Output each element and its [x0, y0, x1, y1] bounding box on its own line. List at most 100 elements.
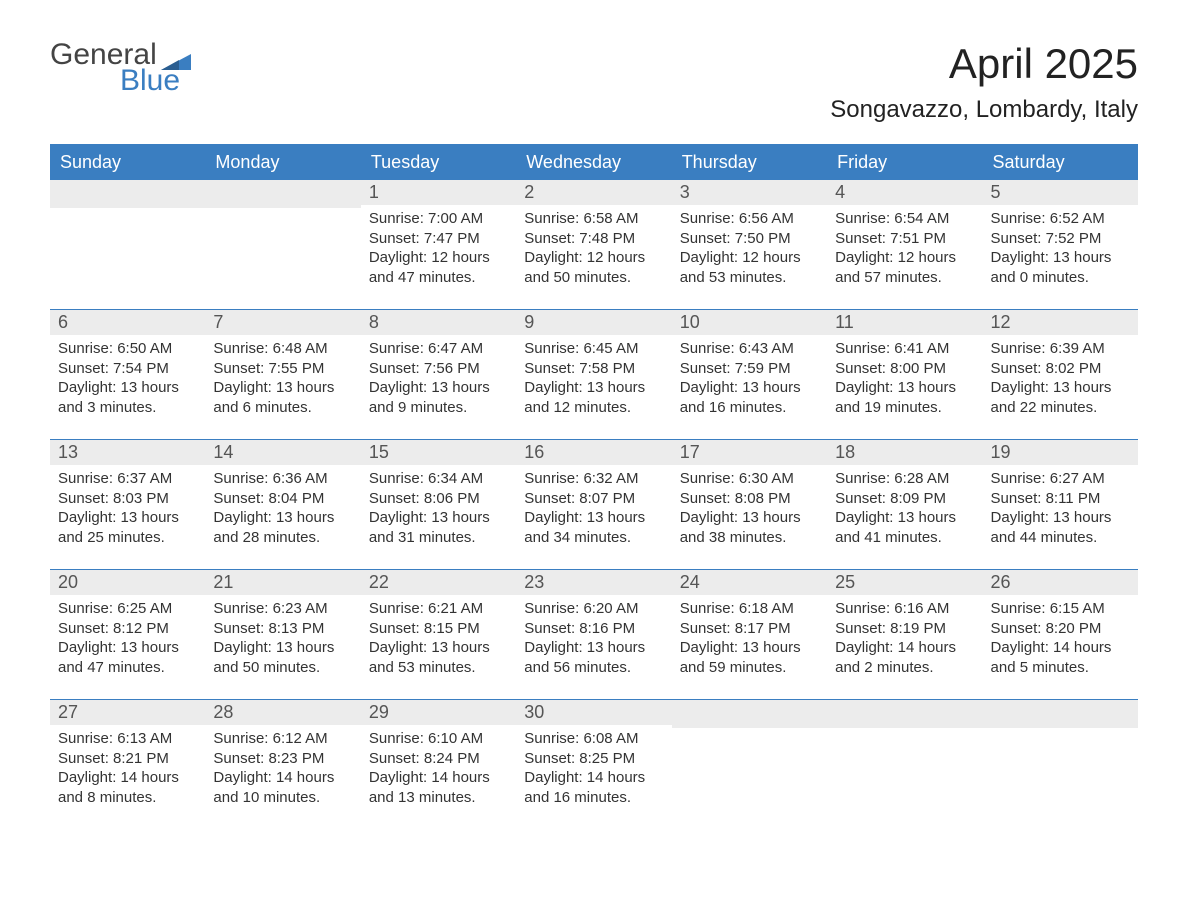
logo: General Blue — [50, 40, 191, 96]
calendar-week: 6Sunrise: 6:50 AMSunset: 7:54 PMDaylight… — [50, 310, 1138, 440]
day-body: Sunrise: 6:15 AMSunset: 8:20 PMDaylight:… — [983, 595, 1138, 699]
header: General Blue April 2025 Songavazzo, Lomb… — [50, 40, 1138, 124]
calendar-cell: 19Sunrise: 6:27 AMSunset: 8:11 PMDayligh… — [983, 440, 1138, 570]
calendar-cell: 11Sunrise: 6:41 AMSunset: 8:00 PMDayligh… — [827, 310, 982, 440]
day-body — [983, 728, 1138, 774]
calendar-cell: 16Sunrise: 6:32 AMSunset: 8:07 PMDayligh… — [516, 440, 671, 570]
day-number — [983, 700, 1138, 728]
day-number: 1 — [361, 180, 516, 205]
day-body: Sunrise: 6:56 AMSunset: 7:50 PMDaylight:… — [672, 205, 827, 309]
calendar-cell: 12Sunrise: 6:39 AMSunset: 8:02 PMDayligh… — [983, 310, 1138, 440]
calendar-cell: 9Sunrise: 6:45 AMSunset: 7:58 PMDaylight… — [516, 310, 671, 440]
calendar-cell: 30Sunrise: 6:08 AMSunset: 8:25 PMDayligh… — [516, 700, 671, 830]
day-number: 11 — [827, 310, 982, 335]
day-body: Sunrise: 6:10 AMSunset: 8:24 PMDaylight:… — [361, 725, 516, 829]
day-number: 29 — [361, 700, 516, 725]
day-body: Sunrise: 6:18 AMSunset: 8:17 PMDaylight:… — [672, 595, 827, 699]
calendar-cell: 28Sunrise: 6:12 AMSunset: 8:23 PMDayligh… — [205, 700, 360, 830]
day-body: Sunrise: 6:16 AMSunset: 8:19 PMDaylight:… — [827, 595, 982, 699]
calendar-cell: 29Sunrise: 6:10 AMSunset: 8:24 PMDayligh… — [361, 700, 516, 830]
calendar-cell: 8Sunrise: 6:47 AMSunset: 7:56 PMDaylight… — [361, 310, 516, 440]
day-body: Sunrise: 6:43 AMSunset: 7:59 PMDaylight:… — [672, 335, 827, 439]
day-number — [205, 180, 360, 208]
day-number: 13 — [50, 440, 205, 465]
day-body: Sunrise: 6:34 AMSunset: 8:06 PMDaylight:… — [361, 465, 516, 569]
day-body: Sunrise: 6:23 AMSunset: 8:13 PMDaylight:… — [205, 595, 360, 699]
calendar-cell: 13Sunrise: 6:37 AMSunset: 8:03 PMDayligh… — [50, 440, 205, 570]
page-subtitle: Songavazzo, Lombardy, Italy — [830, 96, 1138, 124]
day-number: 18 — [827, 440, 982, 465]
day-body: Sunrise: 6:54 AMSunset: 7:51 PMDaylight:… — [827, 205, 982, 309]
weekday-header: Monday — [205, 145, 360, 180]
day-body — [827, 728, 982, 774]
day-body — [205, 208, 360, 254]
day-body: Sunrise: 7:00 AMSunset: 7:47 PMDaylight:… — [361, 205, 516, 309]
day-body: Sunrise: 6:47 AMSunset: 7:56 PMDaylight:… — [361, 335, 516, 439]
day-number: 12 — [983, 310, 1138, 335]
day-body — [50, 208, 205, 254]
day-number — [50, 180, 205, 208]
day-number: 14 — [205, 440, 360, 465]
day-body: Sunrise: 6:28 AMSunset: 8:09 PMDaylight:… — [827, 465, 982, 569]
calendar-cell: 25Sunrise: 6:16 AMSunset: 8:19 PMDayligh… — [827, 570, 982, 700]
day-body: Sunrise: 6:12 AMSunset: 8:23 PMDaylight:… — [205, 725, 360, 829]
day-number: 8 — [361, 310, 516, 335]
day-number: 15 — [361, 440, 516, 465]
day-number: 2 — [516, 180, 671, 205]
calendar-week: 1Sunrise: 7:00 AMSunset: 7:47 PMDaylight… — [50, 180, 1138, 310]
calendar-header-row: SundayMondayTuesdayWednesdayThursdayFrid… — [50, 145, 1138, 180]
day-number: 16 — [516, 440, 671, 465]
day-body: Sunrise: 6:27 AMSunset: 8:11 PMDaylight:… — [983, 465, 1138, 569]
calendar-week: 20Sunrise: 6:25 AMSunset: 8:12 PMDayligh… — [50, 570, 1138, 700]
calendar-cell — [205, 180, 360, 310]
calendar-cell: 20Sunrise: 6:25 AMSunset: 8:12 PMDayligh… — [50, 570, 205, 700]
calendar-cell: 17Sunrise: 6:30 AMSunset: 8:08 PMDayligh… — [672, 440, 827, 570]
weekday-header: Saturday — [983, 145, 1138, 180]
day-number: 28 — [205, 700, 360, 725]
calendar-week: 13Sunrise: 6:37 AMSunset: 8:03 PMDayligh… — [50, 440, 1138, 570]
day-number: 6 — [50, 310, 205, 335]
calendar-cell: 22Sunrise: 6:21 AMSunset: 8:15 PMDayligh… — [361, 570, 516, 700]
day-body: Sunrise: 6:36 AMSunset: 8:04 PMDaylight:… — [205, 465, 360, 569]
day-body: Sunrise: 6:39 AMSunset: 8:02 PMDaylight:… — [983, 335, 1138, 439]
day-number: 17 — [672, 440, 827, 465]
weekday-header: Sunday — [50, 145, 205, 180]
day-body: Sunrise: 6:30 AMSunset: 8:08 PMDaylight:… — [672, 465, 827, 569]
calendar-cell: 27Sunrise: 6:13 AMSunset: 8:21 PMDayligh… — [50, 700, 205, 830]
calendar-week: 27Sunrise: 6:13 AMSunset: 8:21 PMDayligh… — [50, 700, 1138, 830]
day-body: Sunrise: 6:20 AMSunset: 8:16 PMDaylight:… — [516, 595, 671, 699]
day-body: Sunrise: 6:32 AMSunset: 8:07 PMDaylight:… — [516, 465, 671, 569]
day-body: Sunrise: 6:13 AMSunset: 8:21 PMDaylight:… — [50, 725, 205, 829]
day-body: Sunrise: 6:48 AMSunset: 7:55 PMDaylight:… — [205, 335, 360, 439]
day-number: 26 — [983, 570, 1138, 595]
day-number: 27 — [50, 700, 205, 725]
calendar-cell — [827, 700, 982, 830]
title-block: April 2025 Songavazzo, Lombardy, Italy — [830, 40, 1138, 124]
calendar-cell: 14Sunrise: 6:36 AMSunset: 8:04 PMDayligh… — [205, 440, 360, 570]
calendar-cell — [50, 180, 205, 310]
calendar-cell: 7Sunrise: 6:48 AMSunset: 7:55 PMDaylight… — [205, 310, 360, 440]
calendar-cell: 26Sunrise: 6:15 AMSunset: 8:20 PMDayligh… — [983, 570, 1138, 700]
day-body — [672, 728, 827, 774]
calendar-cell: 6Sunrise: 6:50 AMSunset: 7:54 PMDaylight… — [50, 310, 205, 440]
calendar-cell: 23Sunrise: 6:20 AMSunset: 8:16 PMDayligh… — [516, 570, 671, 700]
calendar-table: SundayMondayTuesdayWednesdayThursdayFrid… — [50, 144, 1138, 829]
calendar-cell: 3Sunrise: 6:56 AMSunset: 7:50 PMDaylight… — [672, 180, 827, 310]
day-number: 9 — [516, 310, 671, 335]
weekday-header: Thursday — [672, 145, 827, 180]
day-number: 24 — [672, 570, 827, 595]
calendar-cell: 4Sunrise: 6:54 AMSunset: 7:51 PMDaylight… — [827, 180, 982, 310]
day-body: Sunrise: 6:41 AMSunset: 8:00 PMDaylight:… — [827, 335, 982, 439]
day-number: 7 — [205, 310, 360, 335]
calendar-cell — [983, 700, 1138, 830]
day-number — [672, 700, 827, 728]
day-body: Sunrise: 6:58 AMSunset: 7:48 PMDaylight:… — [516, 205, 671, 309]
weekday-header: Wednesday — [516, 145, 671, 180]
day-number: 3 — [672, 180, 827, 205]
weekday-header: Friday — [827, 145, 982, 180]
day-body: Sunrise: 6:45 AMSunset: 7:58 PMDaylight:… — [516, 335, 671, 439]
day-number: 20 — [50, 570, 205, 595]
day-number: 30 — [516, 700, 671, 725]
calendar-cell: 1Sunrise: 7:00 AMSunset: 7:47 PMDaylight… — [361, 180, 516, 310]
day-number: 21 — [205, 570, 360, 595]
